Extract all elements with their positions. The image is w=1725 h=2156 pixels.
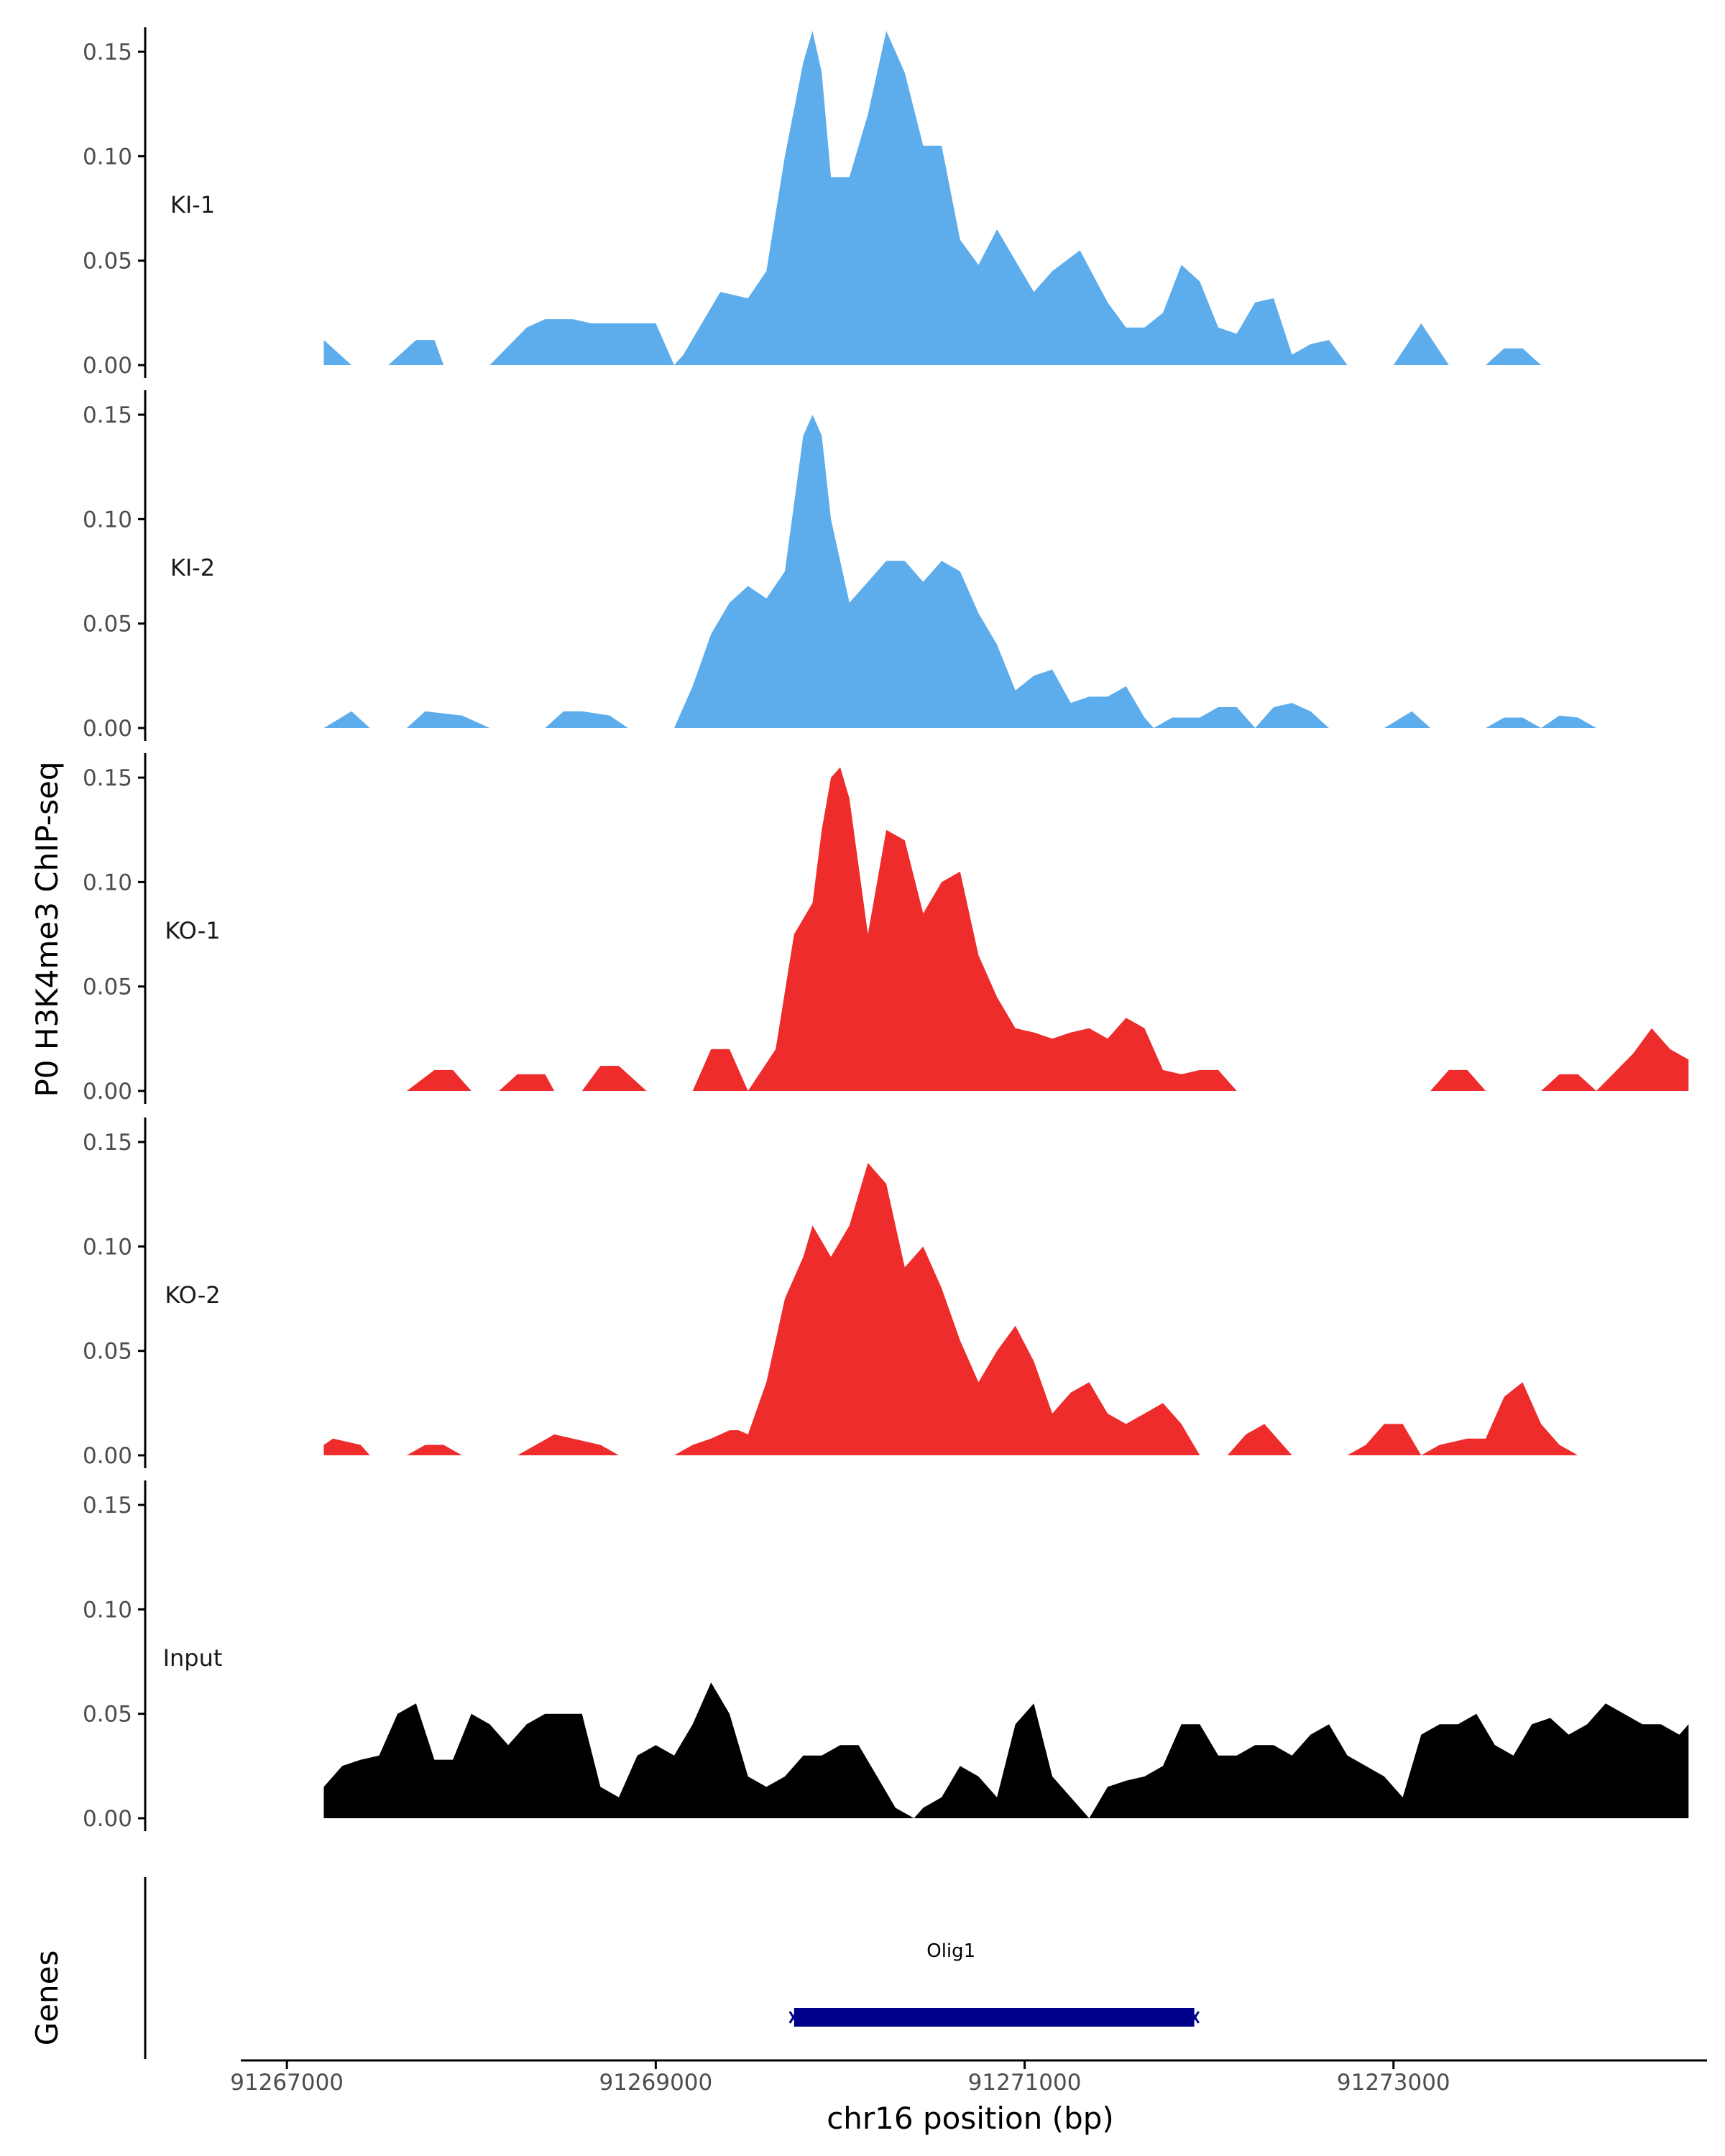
y-tick-label: 0.00 [83,1806,132,1832]
x-tick-label: 91271000 [968,2070,1082,2096]
track-ko-1: 0.00 0.05 0.10 0.15 KO-1 [83,753,1689,1105]
y-tick-label: 0.05 [83,612,132,637]
track-ki-2: 0.00 0.05 0.10 0.15 KI-2 [83,390,1596,742]
gene-bar [794,2008,1195,2027]
genes-panel-title: Genes [29,1950,65,2046]
x-tick-label: 91269000 [599,2070,712,2096]
y-tick-label: 0.00 [83,716,132,742]
track-label: KO-1 [165,917,220,944]
y-tick-label: 0.05 [83,975,132,1000]
y-tick-label: 0.05 [83,1702,132,1728]
y-tick-label: 0.10 [83,1234,132,1260]
area-ko-1 [406,767,1689,1091]
track-ki-1: 0.00 0.05 0.10 0.15 KI-1 [83,27,1542,379]
y-tick-label: 0.15 [83,402,132,428]
y-tick-label: 0.10 [83,507,132,533]
y-tick-label: 0.15 [83,1130,132,1156]
track-label: KO-2 [165,1281,220,1309]
y-tick-label: 0.15 [83,765,132,791]
y-tick-label: 0.15 [83,40,132,65]
y-tick-label: 0.05 [83,249,132,275]
x-axis-title: chr16 position (bp) [827,2101,1114,2136]
y-tick-label: 0.00 [83,1079,132,1105]
area-input [323,1682,1689,1818]
x-tick-label: 91273000 [1337,2070,1450,2096]
y-tick-label: 0.15 [83,1493,132,1519]
track-label: Input [163,1644,223,1672]
track-label: KI-1 [170,191,215,218]
gene-start-marker [788,2011,799,2024]
x-tick-label: 91267000 [230,2070,344,2096]
gene-label: Olig1 [926,1940,975,1962]
track-ko-2: 0.00 0.05 0.10 0.15 KO-2 [83,1118,1578,1469]
y-tick-label: 0.00 [83,353,132,379]
y-tick-label: 0.05 [83,1339,132,1365]
y-tick-label: 0.10 [83,870,132,895]
area-ko-2 [323,1163,1578,1455]
y-tick-label: 0.10 [83,1597,132,1623]
track-label: KI-2 [170,554,215,581]
track-input: 0.00 0.05 0.10 0.15 Input [83,1480,1689,1832]
y-axis-title: P0 H3K4me3 ChIP-seq [29,761,65,1097]
gene-end-marker [1190,2011,1200,2024]
y-tick-label: 0.10 [83,144,132,170]
area-ki-2 [323,415,1596,728]
area-ki-1 [323,31,1542,365]
y-tick-label: 0.00 [83,1443,132,1469]
